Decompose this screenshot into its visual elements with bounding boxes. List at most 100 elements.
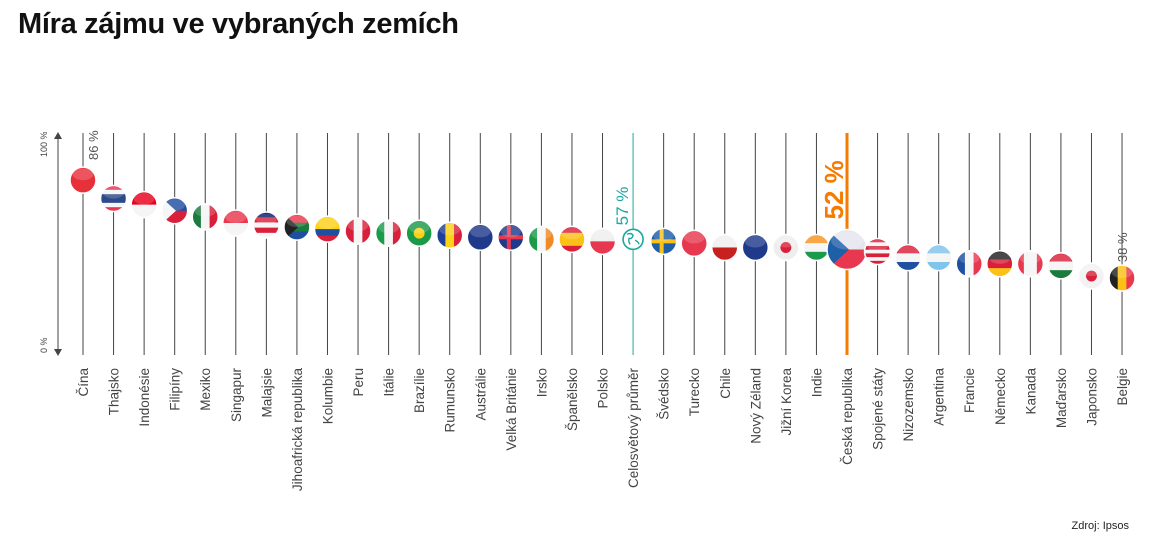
flag-border	[283, 213, 311, 241]
flag-emblem	[780, 242, 792, 253]
flag-stripe	[1017, 250, 1025, 277]
flag-itálie	[375, 220, 402, 247]
globe-icon	[622, 228, 644, 251]
flag-gloss	[317, 217, 338, 230]
flag-stripe	[803, 234, 830, 244]
flag-triangle	[283, 214, 299, 241]
flag-stripe	[253, 227, 280, 234]
x-tick-label: Nový Zéland	[748, 368, 763, 444]
flag-belgie	[1109, 265, 1136, 292]
flag-triangle	[161, 197, 176, 224]
flag-stripe	[362, 218, 372, 245]
flag-stripe	[100, 198, 127, 204]
flag-border	[680, 229, 708, 258]
flag-gloss	[133, 192, 155, 205]
flag-border	[924, 243, 953, 272]
flag-německo	[986, 250, 1013, 277]
y-tick-label: 100 %	[39, 131, 49, 157]
flag-irsko	[528, 226, 555, 253]
flag-indie	[803, 234, 830, 261]
x-tick-label: Rumunsko	[443, 368, 458, 433]
flag-gloss	[714, 235, 736, 248]
flag-gloss	[1081, 264, 1102, 277]
flag-gloss	[255, 213, 277, 226]
flag-stripe	[100, 194, 127, 200]
flag-malajsie	[253, 212, 280, 239]
flag-peru	[345, 218, 372, 245]
flag-gloss	[164, 199, 186, 211]
flag-stripe	[925, 244, 952, 254]
flag-gloss	[653, 229, 675, 242]
flag-border	[222, 209, 250, 237]
flag-border	[863, 237, 892, 266]
x-tick-label: Francie	[962, 368, 977, 413]
x-tick-label: Singapur	[229, 368, 244, 423]
flag-stripe	[283, 231, 310, 241]
flag-border	[313, 215, 342, 243]
flag-stripe	[558, 239, 585, 247]
x-tick-label: Peru	[351, 368, 366, 397]
x-tick-label: Maďarsko	[1054, 368, 1069, 428]
flag-stripe	[589, 241, 616, 255]
flag-emblem	[413, 227, 425, 239]
flag-stripe	[803, 251, 830, 261]
flag-border	[1047, 252, 1075, 280]
flag-španělsko	[558, 226, 585, 253]
flag-kanada	[1017, 250, 1044, 277]
x-tick-label: Indie	[809, 368, 824, 397]
flag-stripe	[436, 222, 446, 249]
x-tick-label: Kanada	[1023, 368, 1038, 415]
flag-stripe	[956, 250, 966, 277]
flag-filipíny	[161, 197, 188, 224]
x-tick-label: Mexiko	[198, 368, 213, 411]
flag-thajsko	[100, 185, 127, 212]
flag-cross	[659, 228, 664, 255]
flag-stripe	[864, 253, 891, 258]
flag-stripe	[131, 204, 158, 218]
x-tick-label: Chile	[718, 368, 733, 399]
flag-gloss	[897, 245, 919, 258]
flag-stripe	[209, 203, 219, 230]
x-tick-label: Spojené státy	[871, 368, 886, 450]
x-tick-label: Thajsko	[107, 368, 122, 415]
flag-gloss	[683, 231, 705, 244]
flag-stripe	[589, 228, 616, 242]
flag-stripe	[222, 210, 249, 224]
x-tick-label: Itálie	[382, 368, 397, 397]
flag-border	[374, 219, 403, 247]
x-tick-label: Belgie	[1115, 368, 1130, 406]
flag-stripe	[222, 223, 249, 236]
x-tick-label: Nizozemsko	[901, 368, 916, 442]
flag-gloss	[72, 168, 94, 181]
flag-gloss	[103, 186, 124, 199]
flag-stripe	[253, 217, 280, 223]
x-tick-label: Argentina	[932, 368, 947, 426]
flag-stripe	[100, 202, 127, 208]
flag-stripe	[864, 242, 891, 247]
flag-stripe	[925, 253, 952, 263]
y-tick-label: 0 %	[39, 337, 49, 353]
flag-emblem	[1086, 270, 1097, 282]
x-tick-label: Španělsko	[565, 368, 580, 431]
flag-stripe	[711, 234, 738, 248]
flag-border	[99, 184, 128, 213]
flag-border	[466, 223, 495, 252]
flag-jihoafrická-republika	[283, 214, 310, 241]
flag-border	[558, 225, 586, 254]
x-tick-label: Filipíny	[168, 368, 183, 411]
flag-stripe	[200, 203, 211, 230]
x-tick-label: Jihoafrická republika	[290, 368, 305, 492]
flag-stripe	[1126, 265, 1136, 292]
flag-stripe	[1117, 265, 1127, 292]
flag-česká-republika	[827, 229, 867, 270]
flag-spojené-státy	[864, 238, 891, 265]
flag-gloss	[347, 219, 369, 232]
y-axis-arrow-down	[54, 349, 62, 356]
flag-stripe	[558, 232, 585, 240]
flag-border	[1077, 262, 1106, 290]
flag-gloss	[561, 227, 583, 240]
flag-border	[741, 233, 770, 262]
x-tick-label: Velká Británie	[504, 368, 519, 451]
flag-stripe	[253, 232, 280, 239]
flag-chile	[711, 234, 738, 261]
